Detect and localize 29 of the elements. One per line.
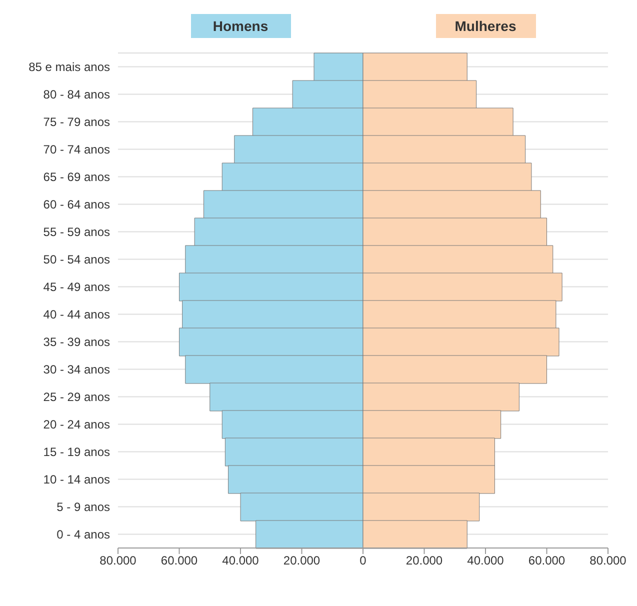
x-tick-label: 80.000 [100,554,137,568]
x-tick-label: 40.000 [222,554,260,568]
y-tick-label: 40 - 44 anos [43,308,110,322]
y-tick-label: 60 - 64 anos [43,198,110,212]
x-tick-label: 60.000 [160,554,198,568]
y-tick-label: 25 - 29 anos [43,390,110,404]
y-tick-label: 50 - 54 anos [43,252,110,267]
y-tick-label: 5 - 9 anos [56,500,110,514]
y-tick-label: 70 - 74 anos [43,142,110,157]
y-tick-label: 20 - 24 anos [43,418,110,432]
x-tick-label: 60.000 [528,554,566,568]
y-tick-label: 45 - 49 anos [43,280,110,294]
x-tick-label: 0 [360,554,367,568]
series-label: Mulheres [436,14,536,38]
x-tick-label: 20.000 [406,554,443,568]
x-tick-label: 40.000 [467,554,504,568]
y-tick-label: 15 - 19 anos [43,445,110,460]
y-tick-label: 0 - 4 anos [56,528,110,542]
text: Homens [190,14,290,38]
y-tick-label: 85 e mais anos [28,60,110,74]
y-tick-label: 80 - 84 anos [43,88,110,102]
y-tick-label: 30 - 34 anos [43,362,110,377]
y-tick-label: 75 - 79 anos [43,115,110,130]
y-tick-label: 55 - 59 anos [43,225,110,240]
x-tick-label: 80.000 [590,554,627,568]
x-tick-label: 20.000 [283,554,320,568]
y-tick-label: 35 - 39 anos [43,335,110,350]
y-tick-label: 10 - 14 anos [43,472,110,487]
y-tick-label: 65 - 69 anos [43,170,110,184]
